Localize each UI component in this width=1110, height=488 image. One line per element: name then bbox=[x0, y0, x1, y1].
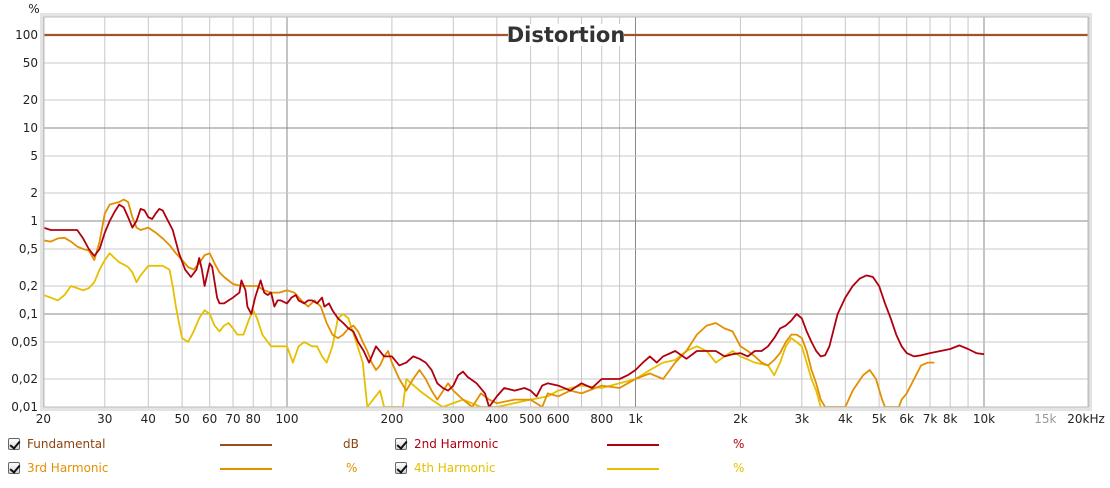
chart-title: Distortion bbox=[507, 23, 626, 47]
legend-unit: % bbox=[733, 461, 745, 475]
x-tick-label: 6k bbox=[899, 412, 914, 426]
legend-label: 3rd Harmonic bbox=[27, 461, 109, 475]
y-tick-label: 2 bbox=[30, 186, 38, 200]
fundamental-checkbox[interactable] bbox=[8, 438, 20, 450]
distortion-chart: % 100 50 20 10 5 2 1 0,5 0,2 0,1 0,05 0,02 0,01 20 30… bbox=[11, 2, 1105, 426]
x-tick-label: 20 bbox=[36, 412, 51, 426]
legend-swatch bbox=[220, 444, 272, 446]
x-tick-label: 4k bbox=[838, 412, 853, 426]
x-tick-label: 7k bbox=[923, 412, 938, 426]
y-tick-label: 0,01 bbox=[11, 400, 38, 414]
legend-label: Fundamental bbox=[27, 437, 106, 451]
x-tick-label: 8k bbox=[943, 412, 958, 426]
y-tick-label: 20 bbox=[23, 93, 38, 107]
y-tick-label: 0,05 bbox=[11, 335, 38, 349]
x-tick-label: 60 bbox=[202, 412, 217, 426]
3rd-harmonic-line bbox=[44, 198, 935, 407]
x-tick-label: 600 bbox=[547, 412, 570, 426]
x-tick-label: 50 bbox=[174, 412, 189, 426]
x-tick-label: 200 bbox=[380, 412, 403, 426]
x-tick-label: 15k bbox=[1034, 412, 1056, 426]
y-axis-unit: % bbox=[28, 2, 39, 16]
y-tick-label: 0,2 bbox=[19, 279, 38, 293]
x-tick-label: 70 bbox=[225, 412, 240, 426]
y-axis-ticks: 100 50 20 10 5 2 1 0,5 0,2 0,1 0,05 0,02 0,01 bbox=[11, 28, 38, 414]
x-tick-label: 2k bbox=[733, 412, 748, 426]
legend-unit: dB bbox=[343, 437, 359, 451]
legend-unit: % bbox=[346, 461, 358, 475]
4th-harmonic-checkbox[interactable] bbox=[395, 462, 407, 474]
legend-label: 2nd Harmonic bbox=[414, 437, 499, 451]
legend-swatch bbox=[607, 444, 659, 446]
grid-lines bbox=[42, 17, 1090, 408]
x-tick-label: 1k bbox=[628, 412, 643, 426]
y-tick-label: 100 bbox=[15, 28, 38, 42]
x-tick-label: 40 bbox=[141, 412, 156, 426]
legend-swatch bbox=[220, 468, 272, 470]
4th-harmonic-line bbox=[44, 252, 822, 407]
y-tick-label: 1 bbox=[30, 214, 38, 228]
x-tick-label: 20kHz bbox=[1067, 412, 1105, 426]
y-tick-label: 0,5 bbox=[19, 242, 38, 256]
x-tick-label: 3k bbox=[794, 412, 809, 426]
legend-label: 4th Harmonic bbox=[414, 461, 496, 475]
x-tick-label: 10k bbox=[973, 412, 995, 426]
x-axis-ticks: 20 30 40 50 60 70 80 100 200 300 400 500 600 800 1k 2k 3… bbox=[36, 412, 1105, 426]
y-tick-label: 0,02 bbox=[11, 372, 38, 386]
x-tick-label: 500 bbox=[519, 412, 542, 426]
x-tick-label: 800 bbox=[590, 412, 613, 426]
3rd-harmonic-checkbox[interactable] bbox=[8, 462, 20, 474]
y-tick-label: 0,1 bbox=[19, 307, 38, 321]
x-tick-label: 100 bbox=[276, 412, 299, 426]
x-tick-label: 80 bbox=[246, 412, 261, 426]
2nd-harmonic-checkbox[interactable] bbox=[395, 438, 407, 450]
x-tick-label: 30 bbox=[97, 412, 112, 426]
legend-swatch bbox=[607, 468, 659, 470]
x-tick-label: 300 bbox=[442, 412, 465, 426]
x-tick-label: 5k bbox=[872, 412, 887, 426]
y-tick-label: 5 bbox=[30, 149, 38, 163]
x-tick-label: 400 bbox=[485, 412, 508, 426]
y-tick-label: 10 bbox=[23, 121, 38, 135]
2nd-harmonic-line bbox=[44, 203, 985, 407]
y-tick-label: 50 bbox=[23, 56, 38, 70]
legend-unit: % bbox=[733, 437, 745, 451]
